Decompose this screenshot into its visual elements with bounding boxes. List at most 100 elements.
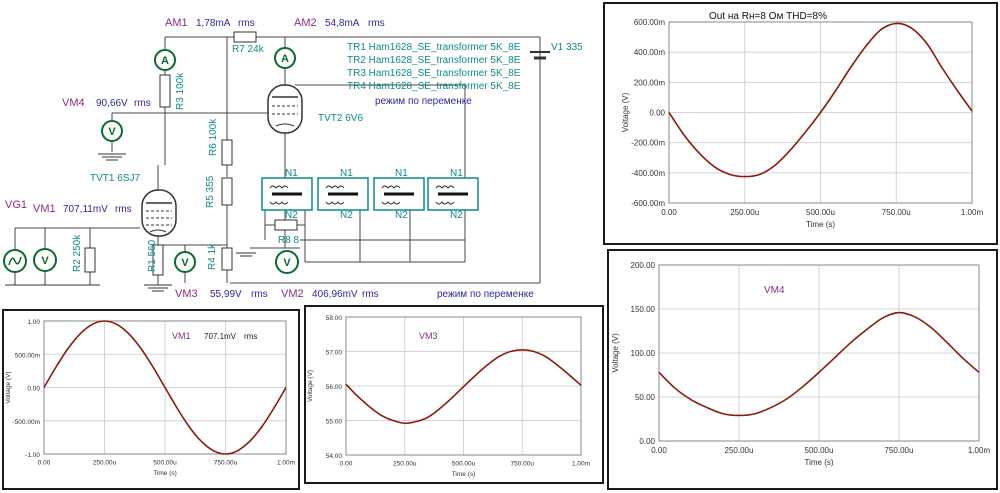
y-tick-label: 58.00 bbox=[326, 315, 343, 322]
y-axis-label: Voltage (V) bbox=[621, 92, 630, 132]
y-tick-label: 500.00m bbox=[15, 352, 40, 359]
vm2-unit: rms bbox=[362, 289, 379, 300]
tr4-n2-label: N2 bbox=[450, 210, 463, 221]
x-tick-label: 1.00m bbox=[961, 208, 984, 217]
tr2-n2-label: N2 bbox=[340, 210, 353, 221]
vm1-unit: rms bbox=[115, 204, 132, 215]
svg-text:V: V bbox=[181, 257, 189, 269]
x-axis-label: Time (s) bbox=[452, 471, 476, 478]
tr2-n1-label: N1 bbox=[340, 168, 353, 179]
svg-text:A: A bbox=[281, 53, 289, 65]
y-axis-label: Voltage (V) bbox=[611, 333, 620, 373]
tr1-n1-label: N1 bbox=[285, 168, 298, 179]
y-tick-label: 54.00 bbox=[326, 453, 343, 460]
chart-panel-vm4: 200.00 150.00 100.00 50.00 0.00 0.00 250.00u 50… bbox=[607, 249, 998, 490]
voltmeter-vm3-symbol: V bbox=[174, 251, 196, 273]
am2-name: AM2 bbox=[294, 17, 317, 29]
resistor-r7 bbox=[233, 31, 257, 43]
r6-label: R6 100k bbox=[208, 118, 219, 156]
tr3-n1-label: N1 bbox=[395, 168, 408, 179]
resistor-r8 bbox=[274, 219, 298, 231]
transformer-line-3: TR3 Ham1628_SE_transformer 5K_8E bbox=[347, 68, 521, 79]
vacuum-tube-tvt1 bbox=[141, 165, 177, 237]
x-tick-label: 250.00u bbox=[393, 461, 417, 468]
tr1-n2-label: N2 bbox=[285, 210, 298, 221]
y-tick-label: -400.00m bbox=[631, 169, 665, 178]
vm4-unit: rms bbox=[134, 98, 151, 109]
am2-value: 54,8mA bbox=[325, 18, 360, 29]
chart-annotation: VM4 bbox=[764, 285, 785, 296]
y-tick-label: 600.00m bbox=[634, 18, 665, 27]
voltmeter-vm1-symbol: V bbox=[33, 248, 57, 272]
y-tick-label: 400.00m bbox=[634, 48, 665, 57]
r8-label: R8 8 bbox=[278, 235, 300, 246]
resistor-r4 bbox=[221, 247, 233, 271]
y-axis-label: Voltage (V) bbox=[5, 371, 12, 403]
svg-text:V: V bbox=[283, 257, 291, 269]
am1-value: 1,78mA bbox=[196, 18, 231, 29]
chart-panel-out: 600.00m 400.00m 200.00m 0.00 -200.00m -400.00… bbox=[603, 2, 998, 245]
y-tick-label: -600.00m bbox=[631, 199, 665, 208]
y-tick-label: -1.00 bbox=[25, 452, 40, 459]
x-tick-label: 1.00m bbox=[277, 460, 295, 467]
vacuum-tube-tvt2 bbox=[267, 84, 303, 134]
vm3-name: VM3 bbox=[175, 288, 198, 300]
x-tick-label: 250.00u bbox=[725, 446, 754, 455]
x-tick-label: 750.00u bbox=[882, 208, 911, 217]
svg-text:V: V bbox=[41, 255, 49, 267]
x-tick-label: 0.00 bbox=[340, 461, 353, 468]
transformer-tr1 bbox=[261, 177, 313, 211]
x-tick-label: 250.00u bbox=[93, 460, 117, 467]
plot-area-frame bbox=[345, 316, 582, 456]
vm3-unit: rms bbox=[251, 289, 268, 300]
v1-label: V1 335 bbox=[551, 42, 583, 53]
chart-annotation: VM3 bbox=[419, 331, 438, 341]
r7-label: R7 24k bbox=[232, 44, 265, 55]
y-tick-label: -200.00m bbox=[631, 139, 665, 148]
y-tick-label: 56.00 bbox=[326, 384, 343, 391]
r3-label: R3 100k bbox=[175, 72, 186, 110]
plot-area-frame bbox=[658, 264, 980, 442]
y-tick-label: -500.00m bbox=[13, 419, 40, 426]
x-tick-label: 750.00u bbox=[214, 460, 238, 467]
y-axis-label: Voltage (V) bbox=[307, 370, 314, 402]
x-tick-label: 500.00u bbox=[805, 446, 834, 455]
tvt2-label: TVT2 6V6 bbox=[318, 113, 363, 124]
voltmeter-vm4-symbol: V bbox=[101, 120, 123, 142]
y-tick-label: 50.00 bbox=[635, 393, 656, 402]
r1-label: R1 560 bbox=[147, 239, 158, 272]
ammeter-am1-symbol: A bbox=[154, 49, 176, 71]
series-line-vm1 bbox=[43, 320, 287, 455]
series-line-vm4 bbox=[658, 311, 980, 417]
vm4-name: VM4 bbox=[62, 97, 85, 109]
tvt1-label: TVT1 6SJ7 bbox=[90, 173, 140, 184]
am1-unit: rms bbox=[238, 18, 255, 29]
svg-text:A: A bbox=[161, 55, 169, 67]
x-tick-label: 500.00u bbox=[806, 208, 835, 217]
amplifier-schematic: A A V V V V bbox=[3, 17, 583, 300]
vm2-value: 406,96mV bbox=[312, 289, 358, 300]
vm3-value: 55,99V bbox=[210, 289, 242, 300]
vm1-value: 707,11mV bbox=[63, 204, 108, 215]
am1-name: AM1 bbox=[165, 17, 188, 29]
vm1-name: VM1 bbox=[33, 203, 56, 215]
y-tick-label: 57.00 bbox=[326, 350, 343, 357]
voltmeter-vm2-symbol: V bbox=[275, 250, 299, 274]
signal-generator-symbol bbox=[3, 249, 27, 273]
series-line-out bbox=[668, 22, 973, 178]
y-tick-label: 200.00 bbox=[631, 261, 656, 270]
ground-symbols bbox=[5, 153, 256, 292]
chart-vm3: 58.00 57.00 56.00 55.00 54.000.00 250.00u 500.… bbox=[307, 315, 590, 478]
y-tick-label: 1.00 bbox=[27, 319, 40, 326]
chart-annotation-unit: rms bbox=[244, 332, 257, 341]
y-tick-label: 0.00 bbox=[27, 386, 40, 393]
resistor-r3 bbox=[159, 74, 171, 108]
x-tick-label: 750.00u bbox=[511, 461, 535, 468]
x-tick-label: 0.00 bbox=[661, 208, 677, 217]
transformer-tr3 bbox=[373, 177, 425, 211]
y-tick-label: 0.00 bbox=[649, 109, 665, 118]
tr3-n2-label: N2 bbox=[395, 210, 408, 221]
x-tick-label: 250.00u bbox=[730, 208, 759, 217]
mode-note: режим по переменке bbox=[375, 96, 472, 107]
